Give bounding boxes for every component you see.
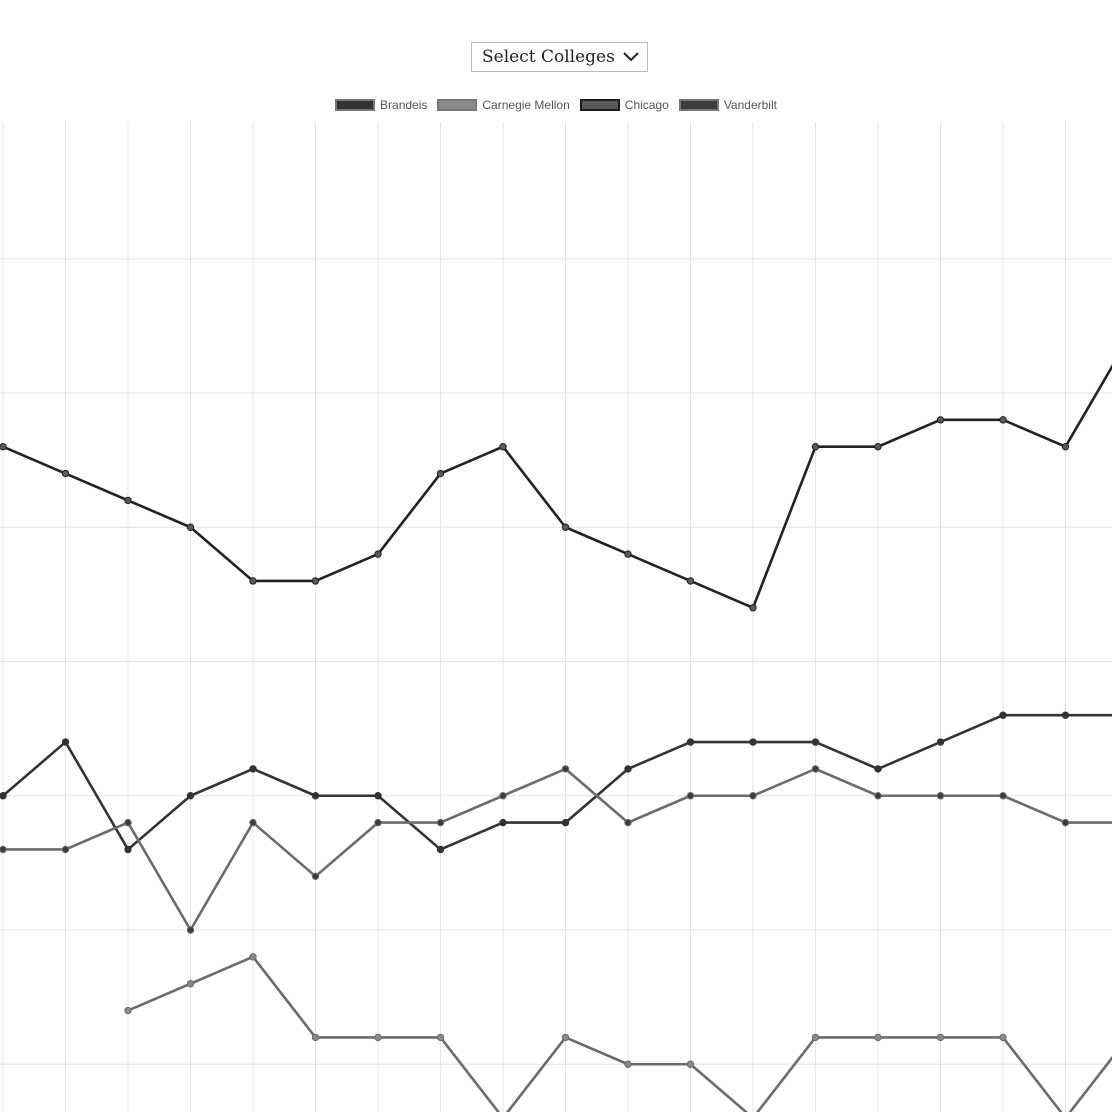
data-point-vanderbilt (874, 792, 882, 800)
legend-item-carnegie-mellon[interactable]: Carnegie Mellon (437, 98, 570, 112)
data-point-brandeis (936, 738, 945, 746)
chart-points (0, 416, 1070, 1068)
data-point-vanderbilt (374, 818, 382, 827)
data-point-brandeis (436, 845, 445, 854)
data-point-chicago (936, 416, 945, 424)
chevron-down-icon (623, 52, 639, 62)
data-point-carnegie-mellon (374, 1033, 382, 1042)
data-point-vanderbilt (1061, 818, 1070, 827)
legend-swatch-brandeis (335, 99, 376, 111)
data-point-chicago (311, 577, 320, 585)
data-point-carnegie-mellon (811, 1033, 820, 1042)
data-point-carnegie-mellon (686, 1060, 695, 1068)
data-point-vanderbilt (561, 765, 570, 773)
data-point-brandeis (624, 765, 632, 773)
legend-label-vanderbilt: Vanderbilt (723, 98, 777, 112)
data-point-brandeis (0, 792, 7, 800)
legend-swatch-vanderbilt (678, 99, 719, 111)
data-point-brandeis (124, 845, 132, 854)
data-point-brandeis (374, 792, 382, 800)
data-point-vanderbilt (811, 765, 820, 773)
data-point-vanderbilt (311, 872, 320, 880)
data-point-carnegie-mellon (436, 1033, 445, 1042)
data-point-chicago (749, 604, 757, 612)
data-point-brandeis (61, 738, 70, 746)
data-point-vanderbilt (499, 792, 507, 800)
data-point-carnegie-mellon (186, 980, 195, 988)
data-point-chicago (0, 443, 7, 451)
data-point-chicago (874, 443, 882, 451)
data-point-brandeis (686, 738, 695, 746)
data-point-chicago (249, 577, 257, 585)
data-point-vanderbilt (999, 792, 1007, 800)
data-point-chicago (374, 550, 382, 558)
data-point-chicago (1061, 443, 1070, 451)
series-line-vanderbilt (3, 767, 1112, 932)
chart-lines (2, 364, 1112, 1112)
data-point-vanderbilt (124, 818, 132, 827)
data-point-carnegie-mellon (999, 1033, 1007, 1042)
legend-label-chicago: Chicago (624, 98, 669, 112)
legend-swatch-carnegie-mellon (437, 99, 478, 111)
data-point-vanderbilt (936, 792, 945, 800)
data-point-brandeis (186, 792, 195, 800)
data-point-chicago (61, 469, 70, 478)
data-point-carnegie-mellon (249, 953, 257, 961)
data-point-carnegie-mellon (561, 1033, 570, 1042)
select-colleges-label: Select Colleges (482, 47, 615, 67)
data-point-vanderbilt (624, 818, 632, 827)
data-point-vanderbilt (436, 818, 445, 827)
data-point-brandeis (1061, 711, 1070, 719)
legend-label-brandeis: Brandeis (380, 98, 428, 112)
data-point-vanderbilt (61, 845, 70, 854)
data-point-brandeis (999, 711, 1007, 719)
series-line-brandeis (2, 713, 1112, 851)
data-point-chicago (499, 443, 507, 451)
data-point-carnegie-mellon (936, 1033, 945, 1042)
data-point-chicago (624, 550, 632, 558)
chart-legend: Brandeis Carnegie Mellon Chicago Vanderbilt (0, 96, 1112, 114)
data-point-chicago (436, 469, 445, 478)
select-colleges-dropdown[interactable]: Select Colleges (471, 42, 648, 72)
data-point-chicago (811, 443, 820, 451)
data-point-carnegie-mellon (624, 1060, 632, 1068)
data-point-chicago (124, 496, 132, 505)
series-line-carnegie-mellon (127, 955, 1112, 1112)
data-point-carnegie-mellon (874, 1033, 882, 1042)
data-point-brandeis (249, 765, 257, 773)
data-point-carnegie-mellon (124, 1006, 132, 1015)
data-point-brandeis (749, 738, 757, 746)
data-point-chicago (186, 523, 195, 531)
data-point-carnegie-mellon (311, 1033, 320, 1042)
chart-grid (0, 122, 1112, 1112)
legend-label-carnegie-mellon: Carnegie Mellon (482, 98, 570, 112)
data-point-brandeis (499, 818, 507, 827)
data-point-vanderbilt (0, 845, 7, 854)
legend-item-chicago[interactable]: Chicago (579, 98, 669, 112)
data-point-brandeis (311, 792, 320, 800)
data-point-vanderbilt (686, 792, 695, 800)
data-point-chicago (999, 416, 1007, 424)
series-line-chicago (2, 364, 1112, 610)
data-point-chicago (561, 523, 570, 531)
data-point-brandeis (561, 818, 570, 827)
data-point-brandeis (811, 738, 820, 746)
data-point-chicago (686, 577, 695, 585)
legend-swatch-chicago (579, 99, 620, 111)
legend-item-vanderbilt[interactable]: Vanderbilt (678, 98, 777, 112)
data-point-vanderbilt (186, 926, 195, 934)
legend-item-brandeis[interactable]: Brandeis (335, 98, 427, 112)
data-point-brandeis (874, 765, 882, 773)
data-point-vanderbilt (749, 792, 757, 800)
data-point-vanderbilt (249, 818, 257, 827)
